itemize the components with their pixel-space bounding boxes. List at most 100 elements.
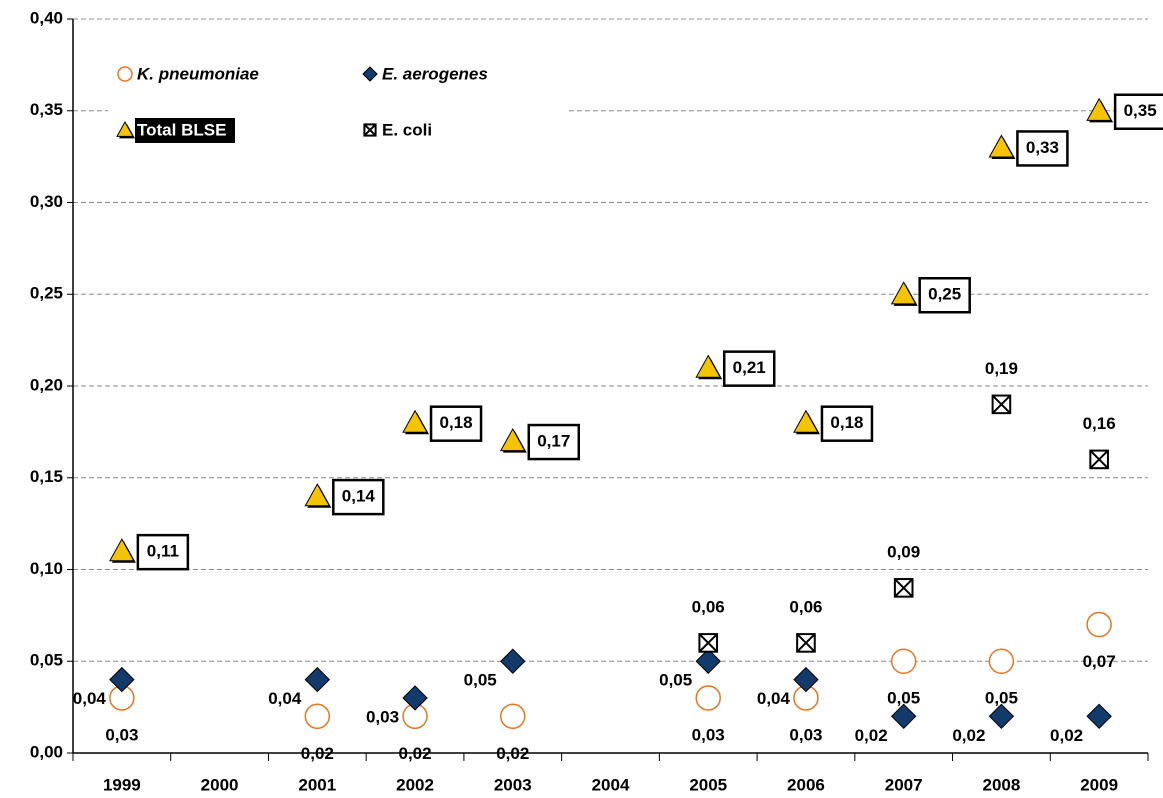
data-label-box bbox=[820, 405, 874, 442]
data-label: 0,04 bbox=[73, 689, 107, 708]
circle-marker bbox=[988, 648, 1015, 674]
marker bbox=[304, 703, 331, 730]
triangle-marker bbox=[499, 428, 526, 452]
marker bbox=[363, 123, 377, 137]
data-label-box bbox=[527, 423, 581, 461]
data-label-box bbox=[918, 277, 971, 314]
data-label: 0,09 bbox=[887, 542, 920, 561]
data-label: 0,02 bbox=[496, 744, 529, 763]
circle-marker bbox=[500, 703, 526, 730]
data-label-box bbox=[722, 350, 776, 387]
data-label: 0,35 bbox=[1124, 101, 1157, 120]
data-label: 0,06 bbox=[692, 597, 725, 616]
marker bbox=[402, 685, 428, 711]
data-label: 0,02 bbox=[952, 726, 985, 745]
x-tick-label: 2004 bbox=[592, 775, 630, 794]
marker bbox=[890, 648, 917, 674]
x-tick-label: 2006 bbox=[787, 775, 825, 794]
marker bbox=[1086, 611, 1112, 638]
marker bbox=[695, 648, 721, 674]
legend-label: E. aerogenes bbox=[382, 64, 488, 83]
marker bbox=[988, 703, 1015, 730]
cross-marker bbox=[1089, 449, 1109, 469]
cross-marker bbox=[991, 394, 1011, 414]
marker bbox=[499, 428, 527, 453]
triangle-marker bbox=[890, 281, 917, 305]
circle-marker bbox=[1086, 611, 1112, 638]
triangle-marker bbox=[1086, 97, 1112, 121]
x-tick-label: 2002 bbox=[396, 775, 434, 794]
marker bbox=[362, 66, 378, 82]
marker bbox=[109, 538, 136, 563]
marker bbox=[695, 685, 721, 711]
data-label: 0,18 bbox=[439, 413, 472, 432]
circle-marker bbox=[695, 685, 721, 711]
data-label: 0,02 bbox=[301, 744, 334, 763]
cross-marker bbox=[698, 633, 718, 653]
y-tick-label: 0,25 bbox=[30, 284, 63, 303]
x-tick-label: 2005 bbox=[689, 775, 727, 794]
marker bbox=[796, 633, 816, 653]
data-label: 0,05 bbox=[985, 689, 1018, 708]
y-tick-label: 0,00 bbox=[30, 742, 63, 761]
triangle-marker bbox=[304, 483, 331, 507]
circle-marker bbox=[890, 648, 917, 674]
data-label-box bbox=[332, 478, 385, 516]
data-label: 0,16 bbox=[1083, 414, 1116, 433]
marker bbox=[893, 578, 914, 598]
data-label: 0,18 bbox=[830, 413, 863, 432]
triangle-marker bbox=[695, 354, 722, 378]
marker bbox=[695, 354, 723, 380]
x-tick-label: 2007 bbox=[885, 775, 923, 794]
data-label: 0,03 bbox=[789, 725, 822, 744]
diamond-marker bbox=[890, 703, 917, 730]
data-label: 0,02 bbox=[398, 744, 431, 763]
data-label: 0,05 bbox=[887, 689, 920, 708]
diamond-marker bbox=[304, 666, 331, 693]
marker bbox=[988, 134, 1016, 160]
y-tick-label: 0,40 bbox=[30, 8, 63, 27]
data-label: 0,04 bbox=[757, 689, 791, 708]
y-tick-label: 0,30 bbox=[30, 192, 63, 211]
data-label-box bbox=[1016, 130, 1069, 167]
legend-label: Total BLSE bbox=[137, 120, 226, 139]
marker bbox=[304, 483, 332, 508]
x-tick-label: 2000 bbox=[201, 775, 239, 794]
legend-label: K. pneumoniae bbox=[137, 64, 259, 83]
marker bbox=[988, 648, 1015, 674]
diamond-marker bbox=[695, 648, 721, 674]
diamond-marker bbox=[362, 66, 378, 82]
y-tick-label: 0,15 bbox=[30, 467, 63, 486]
x-tick-label: 2003 bbox=[494, 775, 532, 794]
triangle-marker bbox=[988, 134, 1015, 158]
data-label: 0,05 bbox=[659, 671, 692, 690]
marker bbox=[698, 633, 719, 653]
data-label: 0,25 bbox=[928, 285, 961, 304]
data-label: 0,03 bbox=[105, 725, 138, 744]
cross-marker bbox=[796, 633, 816, 653]
x-tick-label: 1999 bbox=[103, 775, 141, 794]
marker bbox=[793, 666, 819, 693]
diamond-marker bbox=[988, 703, 1015, 730]
diamond-marker bbox=[1086, 703, 1112, 730]
marker bbox=[109, 666, 135, 693]
marker bbox=[793, 409, 820, 435]
marker bbox=[1086, 703, 1112, 730]
data-label-box bbox=[136, 533, 190, 571]
circle-marker bbox=[304, 703, 331, 730]
x-tick-label: 2008 bbox=[982, 775, 1020, 794]
diamond-marker bbox=[109, 666, 135, 693]
data-label: 0,14 bbox=[342, 487, 376, 506]
diamond-marker bbox=[793, 666, 819, 693]
y-tick-label: 0,05 bbox=[30, 651, 63, 670]
triangle-marker bbox=[116, 120, 134, 137]
marker bbox=[1089, 449, 1109, 470]
data-label: 0,04 bbox=[268, 689, 302, 708]
data-label: 0,21 bbox=[733, 358, 766, 377]
data-label: 0,19 bbox=[985, 359, 1018, 378]
x-tick-label: 2009 bbox=[1080, 775, 1118, 794]
marker bbox=[890, 281, 918, 306]
marker bbox=[500, 648, 526, 674]
triangle-marker bbox=[109, 538, 135, 562]
